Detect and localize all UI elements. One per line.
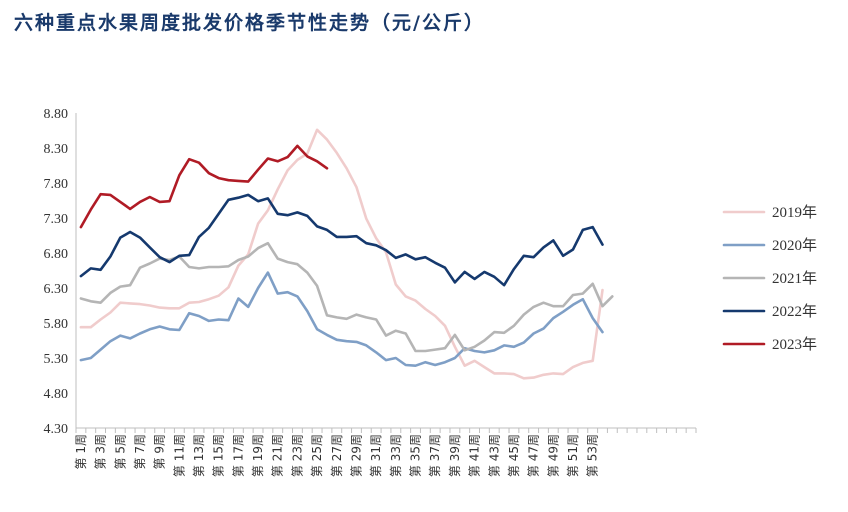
x-tick-label: 第 53周	[586, 434, 600, 477]
x-tick-label: 第 51周	[566, 434, 580, 477]
x-tick-label: 第 25周	[310, 434, 324, 477]
y-tick-label: 7.30	[44, 212, 69, 227]
x-tick-label: 第 7周	[133, 434, 147, 469]
x-tick-label: 第 3周	[94, 434, 108, 469]
series-line-2019年	[79, 128, 604, 380]
y-tick-label: 5.80	[44, 317, 69, 332]
series-line-2023年	[79, 144, 329, 229]
series-line-2022年	[79, 193, 604, 287]
legend-label: 2023年	[772, 336, 817, 353]
x-tick-label: 第 5周	[113, 434, 127, 469]
x-axis: 第 1周第 3周第 5周第 7周第 9周第 11周第 13周第 15周第 17周…	[74, 427, 697, 477]
y-tick-label: 8.80	[44, 107, 69, 122]
x-tick-label: 第 31周	[369, 434, 383, 477]
legend-label: 2019年	[772, 204, 817, 221]
x-tick-label: 第 49周	[546, 434, 560, 477]
y-axis: 8.80 8.30 7.80 7.30 6.80 6.30 5.80 5.30 4.80 4.30	[44, 107, 77, 437]
series-lines	[79, 128, 614, 380]
x-tick-label: 第 1周	[74, 434, 88, 469]
x-tick-label: 第 41周	[468, 434, 482, 477]
chart-title: 六种重点水果周度批发价格季节性走势（元/公斤）	[14, 12, 485, 34]
legend-label: 2021年	[772, 270, 817, 287]
legend-label: 2022年	[772, 303, 817, 320]
y-tick-label: 8.30	[44, 142, 69, 157]
legend: 2019年 2020年 2021年 2022年 2023年	[722, 204, 817, 353]
x-tick-label: 第 15周	[212, 434, 226, 477]
x-tick-label: 第 13周	[192, 434, 206, 477]
x-tick-label: 第 33周	[389, 434, 403, 477]
x-tick-label: 第 35周	[409, 434, 423, 477]
x-tick-label: 第 19周	[251, 434, 265, 477]
x-tick-label: 第 45周	[507, 434, 521, 477]
y-tick-label: 6.80	[44, 247, 69, 262]
x-tick-label: 第 27周	[330, 434, 344, 477]
x-tick-label: 第 9周	[153, 434, 167, 469]
y-tick-label: 5.30	[44, 352, 69, 367]
x-tick-label: 第 17周	[231, 434, 245, 477]
x-tick-label: 第 11周	[172, 434, 186, 477]
x-tick-label: 第 43周	[487, 434, 501, 477]
x-tick-label: 第 23周	[290, 434, 304, 477]
x-tick-label: 第 21周	[271, 434, 285, 477]
x-tick-label: 第 37周	[428, 434, 442, 477]
x-tick-label: 第 47周	[527, 434, 541, 477]
y-tick-label: 4.30	[44, 422, 69, 437]
y-tick-label: 4.80	[44, 387, 69, 402]
y-tick-label: 7.80	[44, 177, 69, 192]
series-line-2021年	[79, 241, 614, 353]
x-tick-label: 第 39周	[448, 434, 462, 477]
legend-label: 2020年	[772, 237, 817, 254]
x-tick-label: 第 29周	[349, 434, 363, 477]
series-line-2020年	[79, 271, 604, 368]
y-tick-label: 6.30	[44, 282, 69, 297]
